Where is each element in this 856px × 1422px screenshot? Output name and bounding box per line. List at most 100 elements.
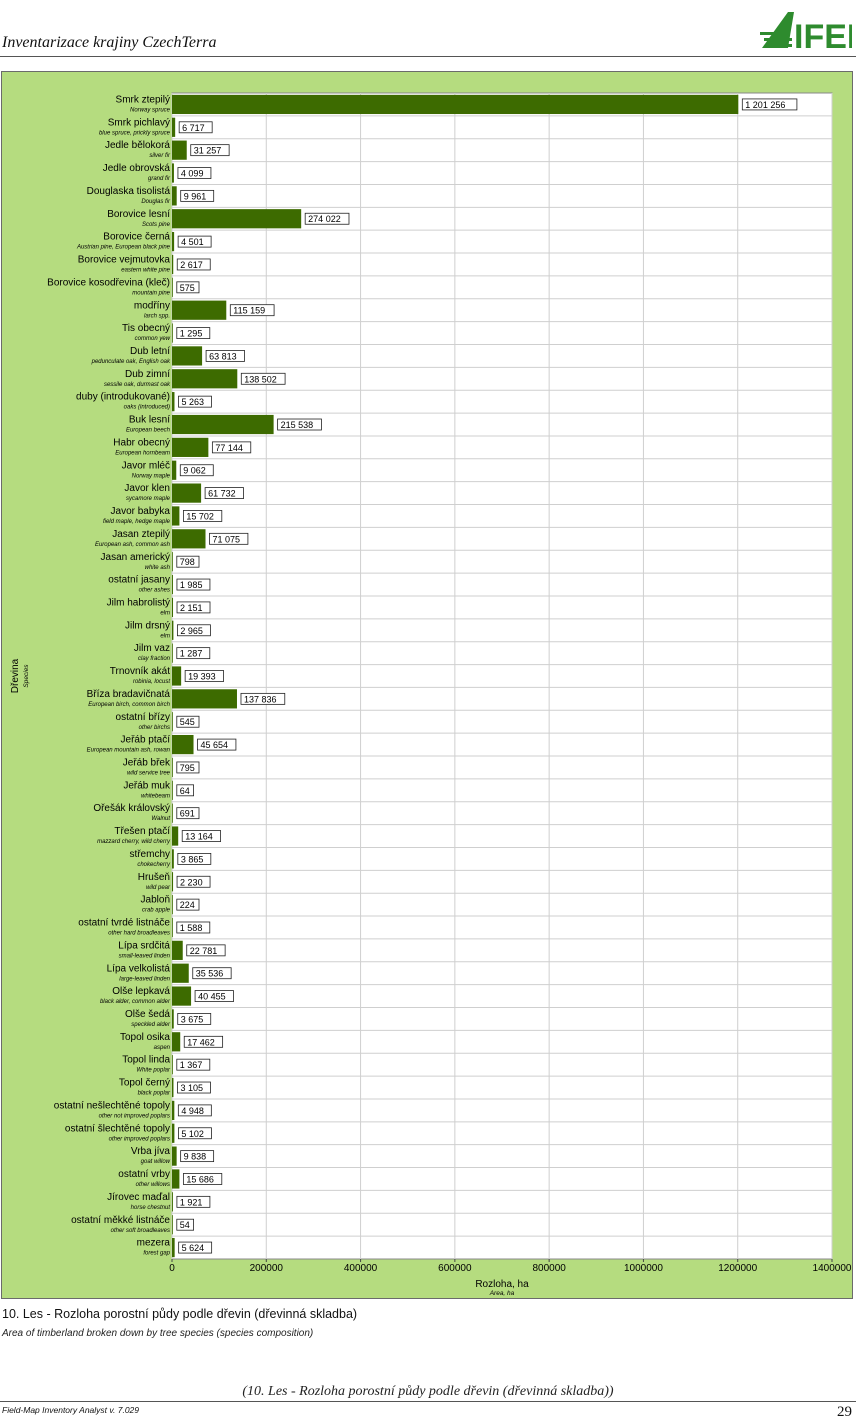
x-tick-label: 0 (169, 1263, 175, 1274)
data-label-box (204, 487, 244, 499)
category-sublabel: Norway maple (132, 473, 171, 479)
category-label: střemchy (129, 849, 170, 860)
category-label: mezera (137, 1238, 171, 1249)
bar (172, 232, 175, 252)
category-label: Topol osika (120, 1032, 170, 1043)
data-label-box (229, 304, 275, 317)
data-label: 54 (180, 1220, 190, 1230)
x-axis-subtitle: Area, ha (489, 1290, 515, 1297)
bar (172, 323, 173, 343)
data-label-box (192, 967, 232, 980)
category-sublabel: silver fir (149, 153, 171, 159)
category-label: modříny (134, 300, 170, 311)
data-label: 4 099 (181, 169, 204, 179)
data-label: 1 921 (180, 1197, 203, 1207)
data-label-box (186, 944, 226, 957)
bar (172, 712, 173, 732)
bar (172, 414, 274, 435)
bar (172, 826, 179, 846)
category-label: Topol černý (119, 1078, 170, 1089)
category-label: Topol linda (122, 1055, 170, 1066)
bar (172, 529, 206, 549)
software-version: Field-Map Inventory Analyst v. 7.029 (2, 1405, 140, 1415)
category-sublabel: wild service tree (127, 771, 171, 777)
category-sublabel: White poplar (136, 1068, 171, 1074)
data-label: 1 287 (180, 649, 203, 659)
data-label: 35 536 (196, 969, 224, 979)
data-label: 2 617 (180, 260, 203, 270)
category-label: Jeřáb břek (123, 758, 171, 769)
category-label: ostatní nešlechtěné topoly (54, 1100, 170, 1111)
category-sublabel: whitebeam (141, 793, 170, 799)
category-sublabel: blue spruce, prickly spruce (99, 130, 171, 136)
data-label: 40 455 (198, 992, 226, 1002)
document-header-title: Inventarizace krajiny CzechTerra (2, 34, 217, 51)
y-axis-title: Dřevina (10, 658, 21, 693)
category-sublabel: chokecherry (137, 862, 171, 868)
category-sublabel: common yew (135, 336, 171, 342)
bar (172, 803, 173, 823)
category-sublabel: aspen (154, 1045, 171, 1051)
category-sublabel: eastern white pine (121, 268, 170, 274)
data-label: 2 230 (180, 877, 203, 887)
bar (172, 1215, 173, 1235)
category-label: Borovice lesní (107, 209, 170, 220)
category-sublabel: European beech (126, 428, 171, 434)
bar (172, 1055, 173, 1075)
data-label-box (178, 395, 212, 408)
y-axis-subtitle: Species (23, 664, 30, 688)
category-label: Jilm drsný (125, 620, 170, 631)
category-sublabel: other improved poplars (109, 1136, 170, 1142)
category-label: Tis obecný (122, 323, 170, 334)
bar (172, 346, 203, 366)
bar (172, 483, 202, 503)
ifer-logo: IFER (760, 12, 852, 52)
data-label-box (209, 532, 249, 545)
bar (172, 1123, 175, 1143)
data-label-box (197, 738, 237, 751)
category-label: Vrba jíva (131, 1146, 171, 1157)
category-label: Jilm habrolistý (107, 597, 170, 608)
category-label: Jasan ztepilý (112, 529, 170, 540)
bar (172, 1077, 174, 1098)
data-label-box (176, 624, 211, 637)
category-sublabel: small-leaved linden (119, 953, 171, 959)
category-sublabel: other birchs (139, 725, 170, 731)
bar (172, 117, 176, 137)
bar (172, 643, 173, 663)
category-label: Jasan americký (101, 552, 170, 563)
category-sublabel: European mountain ash, rowan (87, 748, 171, 754)
bar (172, 895, 173, 915)
data-label-box (176, 784, 195, 797)
bar (172, 734, 194, 755)
data-label: 5 263 (181, 397, 204, 407)
bar (172, 849, 174, 869)
bar (172, 574, 173, 595)
bar (172, 940, 183, 960)
data-label: 15 702 (186, 511, 214, 521)
data-label-box (304, 212, 350, 225)
category-sublabel: other ashes (139, 588, 170, 594)
bar (172, 1192, 173, 1212)
x-tick-label: 200000 (250, 1263, 284, 1274)
page-number: 29 (837, 1404, 852, 1420)
category-label: ostatní měkké listnáče (71, 1215, 170, 1226)
category-label: Lípa srdčitá (118, 940, 170, 951)
data-label-box (176, 1218, 195, 1231)
data-label-box (190, 144, 230, 157)
data-label-box (176, 898, 200, 911)
plot-area (171, 92, 833, 1260)
data-label: 1 201 256 (745, 100, 785, 110)
category-label: Lípa velkolistá (107, 963, 171, 974)
data-label: 63 813 (209, 351, 237, 361)
category-label: Javor babyka (111, 506, 171, 517)
data-label: 9 961 (184, 191, 207, 201)
bar (172, 94, 739, 115)
data-label: 1 367 (180, 1060, 203, 1070)
category-sublabel: larch spp. (144, 313, 170, 319)
data-label-box (176, 578, 211, 591)
category-label: ostatní břízy (116, 712, 170, 723)
category-sublabel: other not improved poplars (99, 1113, 170, 1119)
data-label-box (182, 1173, 223, 1185)
bar (172, 597, 174, 618)
